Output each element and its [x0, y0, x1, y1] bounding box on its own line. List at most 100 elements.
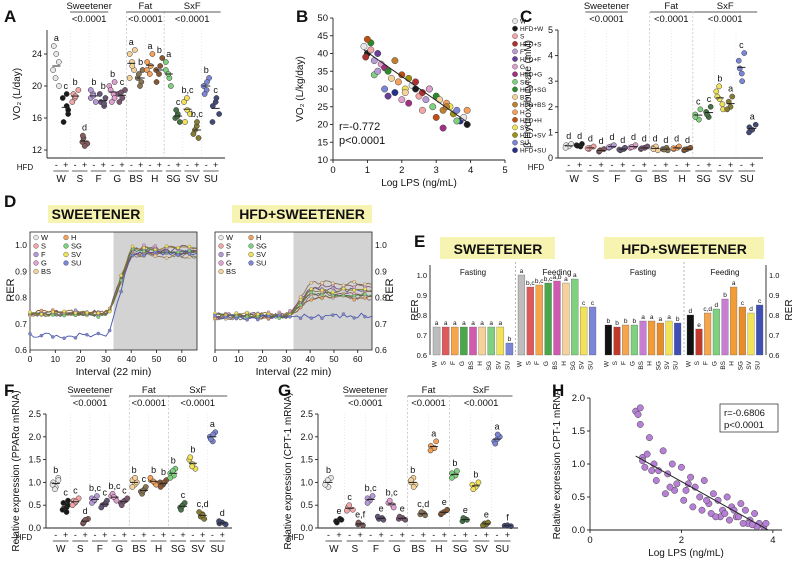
- legend-entry: G: [520, 64, 525, 71]
- data-point: [50, 67, 56, 73]
- bar-significance-letter: c: [741, 300, 745, 307]
- rer-point: [309, 290, 314, 295]
- phase-label: Fasting: [460, 268, 486, 277]
- data-point: [412, 85, 420, 93]
- rer-point: [256, 317, 260, 322]
- rer-point: [176, 253, 180, 257]
- hfd-sign: -: [186, 160, 189, 170]
- significance-letter: b: [73, 77, 78, 87]
- y-tick-label: 0.5: [28, 500, 41, 510]
- rer-point: [164, 256, 169, 260]
- y-tick-label: 0.8: [417, 311, 427, 320]
- factor-header-sweetener: Sweetener: [66, 1, 111, 12]
- group-label: F: [373, 544, 379, 555]
- data-point: [167, 474, 174, 481]
- significance-letter: c: [122, 485, 127, 495]
- hfd-sign: -: [54, 530, 57, 540]
- significance-letter: b: [101, 81, 106, 91]
- data-point: [129, 63, 136, 69]
- bar-category-label: W: [685, 360, 692, 367]
- legend-entry: SV: [71, 250, 81, 259]
- data-point: [182, 119, 188, 125]
- data-point: [59, 95, 66, 101]
- rer-point: [245, 310, 249, 315]
- rer-point: [164, 244, 169, 248]
- bar-category-label: W: [516, 360, 523, 367]
- rer-point: [234, 311, 239, 315]
- bar: [580, 306, 588, 356]
- legend-entry: F: [41, 250, 46, 259]
- bar-significance-letter: c: [758, 298, 762, 305]
- group-label: SU: [740, 174, 754, 185]
- data-point: [692, 114, 699, 120]
- legend-marker: [218, 251, 224, 258]
- x-tick-label: 0: [587, 535, 592, 546]
- bar: [517, 274, 526, 356]
- significance-letter: c,d: [417, 499, 429, 509]
- hfd-sign: -: [93, 530, 96, 540]
- bar-category-label: F: [621, 361, 628, 365]
- bar: [648, 320, 656, 356]
- data-point: [668, 460, 676, 468]
- panel-C: C 0 1 2 3 4 5 β-Hydroxybutyrate (mM) Sweetener <0…: [520, 1, 763, 185]
- significance-letter: b: [171, 456, 176, 466]
- title-highlight: [48, 205, 144, 223]
- bar-category-label: F: [534, 361, 541, 365]
- x-tick-label: 60: [353, 354, 363, 364]
- significance-letter: c: [142, 474, 147, 484]
- panel-A: A 12 16 20 24 VO₂ (L/day) Sweetener <0.0001 Fat <…: [4, 1, 225, 185]
- x-tick-label: 0: [28, 354, 33, 364]
- hfd-sign: +: [442, 530, 447, 540]
- significance-letter: a: [54, 33, 59, 43]
- group-label: SU: [204, 174, 218, 185]
- legend-entry: HFD+W: [520, 26, 544, 33]
- hfd-sign: -: [610, 160, 613, 170]
- y-tick-label: 0.8: [375, 293, 387, 303]
- hfd-sign: -: [211, 530, 214, 540]
- data-point: [107, 87, 114, 93]
- rer-point: [176, 245, 180, 250]
- bar-category-label: G: [459, 361, 466, 366]
- legend-entry: HFD+BS: [520, 102, 546, 109]
- group-label: W: [56, 544, 66, 555]
- rer-point: [96, 311, 101, 315]
- rer-point: [119, 289, 123, 294]
- p-value: <0.0001: [131, 398, 166, 409]
- bar: [571, 278, 579, 356]
- hfd-sign: +: [728, 160, 733, 170]
- rer-point: [153, 254, 158, 258]
- legend-marker: [512, 109, 518, 115]
- legend-marker: [63, 243, 69, 249]
- rer-series-line: [214, 280, 373, 321]
- y-tick-label: 0.0: [28, 523, 41, 533]
- data-point: [719, 101, 726, 108]
- data-point: [162, 67, 169, 73]
- significance-letter: b: [717, 73, 722, 83]
- significance-letter: c: [73, 485, 78, 495]
- hfd-row-label: HFD: [17, 163, 34, 172]
- data-point: [453, 117, 461, 125]
- significance-letter: b: [151, 465, 156, 475]
- data-point: [176, 119, 183, 125]
- legend-entry: BS: [520, 95, 529, 102]
- bar-significance-letter: a: [564, 276, 568, 283]
- p-value: <0.0001: [348, 398, 383, 409]
- data-point: [739, 78, 745, 85]
- data-point: [398, 96, 406, 104]
- hfd-sign: +: [620, 160, 625, 170]
- x-tick-label: 0: [330, 165, 335, 176]
- data-point: [741, 506, 749, 514]
- bar: [613, 326, 621, 356]
- y-tick-label: 20: [32, 81, 42, 91]
- significance-letter: b,c: [182, 85, 195, 95]
- data-point: [52, 75, 59, 81]
- x-tick-label: 50: [329, 354, 339, 364]
- data-point: [449, 474, 455, 481]
- hfd-sign: +: [421, 530, 426, 540]
- bar-significance-letter: a: [471, 320, 475, 327]
- significance-letter: b: [91, 77, 96, 87]
- legend-marker: [512, 18, 518, 24]
- y-tick-label: 0.6: [375, 345, 387, 355]
- data-point: [157, 63, 164, 69]
